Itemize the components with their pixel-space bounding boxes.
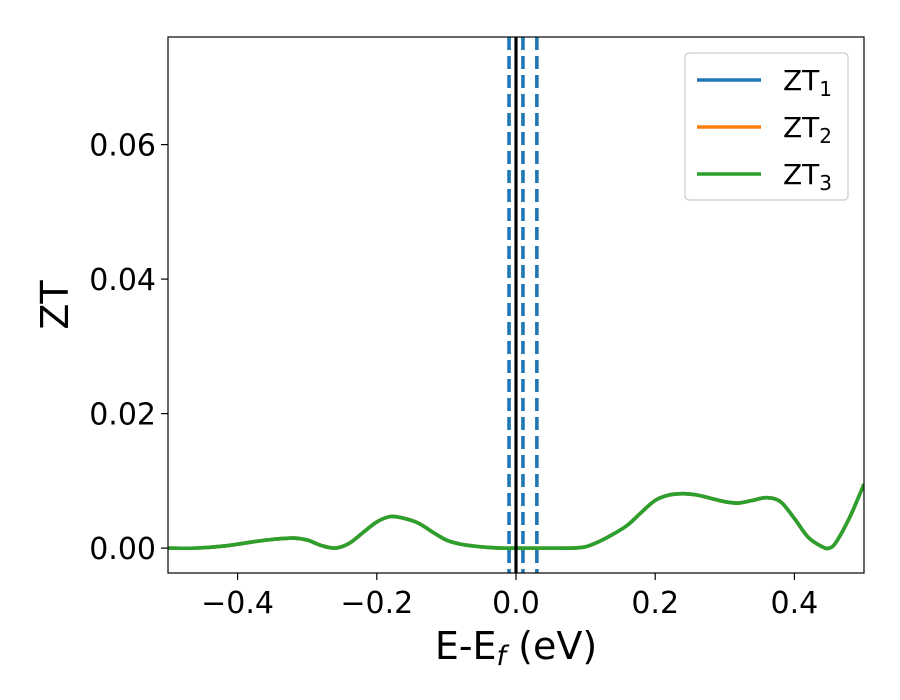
x-axis-ticks: −0.4 −0.2 0.0 0.2 0.4 (201, 573, 818, 621)
y-tick-label: 0.02 (89, 398, 156, 433)
y-tick-label: 0.04 (89, 263, 156, 298)
x-axis-label: E-Ef (eV) (435, 624, 597, 672)
x-tick-label: 0.4 (771, 586, 819, 621)
x-tick-label: 0.0 (492, 586, 540, 621)
legend-label: ZT3 (783, 158, 832, 195)
x-tick-label: 0.2 (631, 586, 679, 621)
x-axis-label-unit: (eV) (506, 624, 597, 668)
y-axis-ticks: 0.00 0.02 0.04 0.06 (89, 129, 168, 567)
x-tick-label: −0.4 (201, 586, 274, 621)
legend-entry-1: ZT1 (697, 64, 832, 101)
x-tick-label: −0.2 (340, 586, 413, 621)
series-layer (168, 483, 864, 551)
legend-label: ZT1 (783, 64, 832, 101)
vertical-lines-layer (507, 37, 539, 573)
legend-entry-3: ZT3 (697, 158, 832, 195)
y-axis-label: ZT (33, 280, 77, 330)
y-tick-label: 0.00 (89, 532, 156, 567)
legend-entry-2: ZT2 (697, 111, 832, 148)
y-tick-label: 0.06 (89, 129, 156, 164)
legend-label: ZT2 (783, 111, 832, 148)
series-line-3 (168, 483, 864, 551)
legend: ZT1 ZT2 ZT3 (684, 52, 849, 201)
x-axis-label-main: E-E (435, 624, 497, 668)
legend-box (684, 52, 849, 201)
